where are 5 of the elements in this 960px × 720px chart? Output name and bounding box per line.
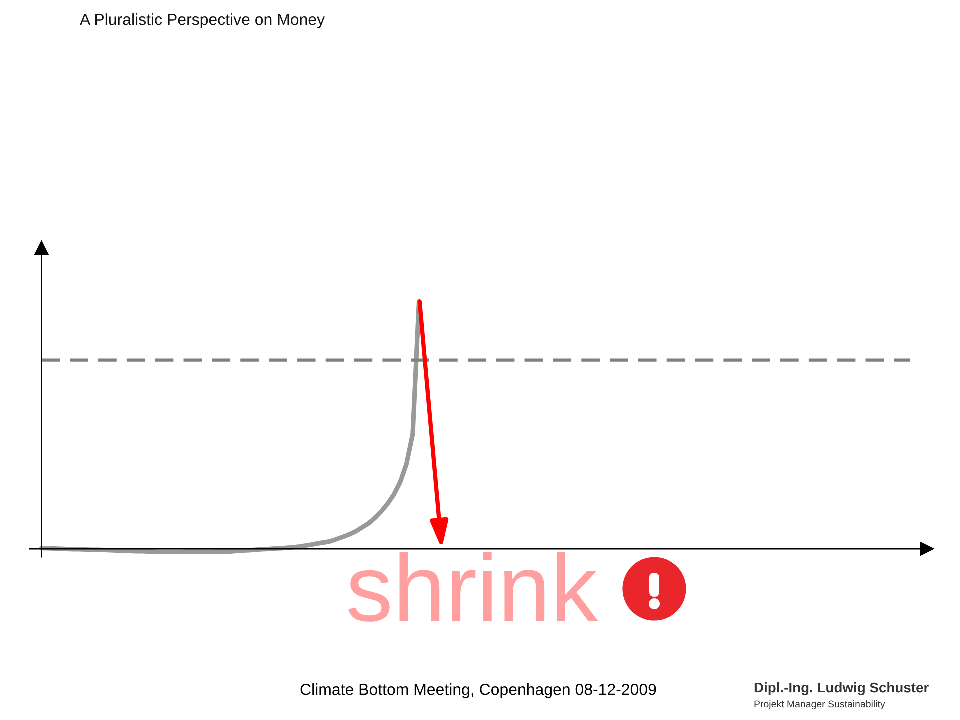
- text: shrink: [348, 552, 598, 622]
- text: Dipl.-Ing. Ludwig Schuster: [754, 682, 929, 696]
- text: Climate Bottom Meeting, Copenhagen 08-12-2009: [300, 684, 656, 698]
- text: Projekt Manager Sustainability: [754, 700, 886, 710]
- chart-title: A Pluralistic Perspective on Money: [80, 14, 325, 28]
